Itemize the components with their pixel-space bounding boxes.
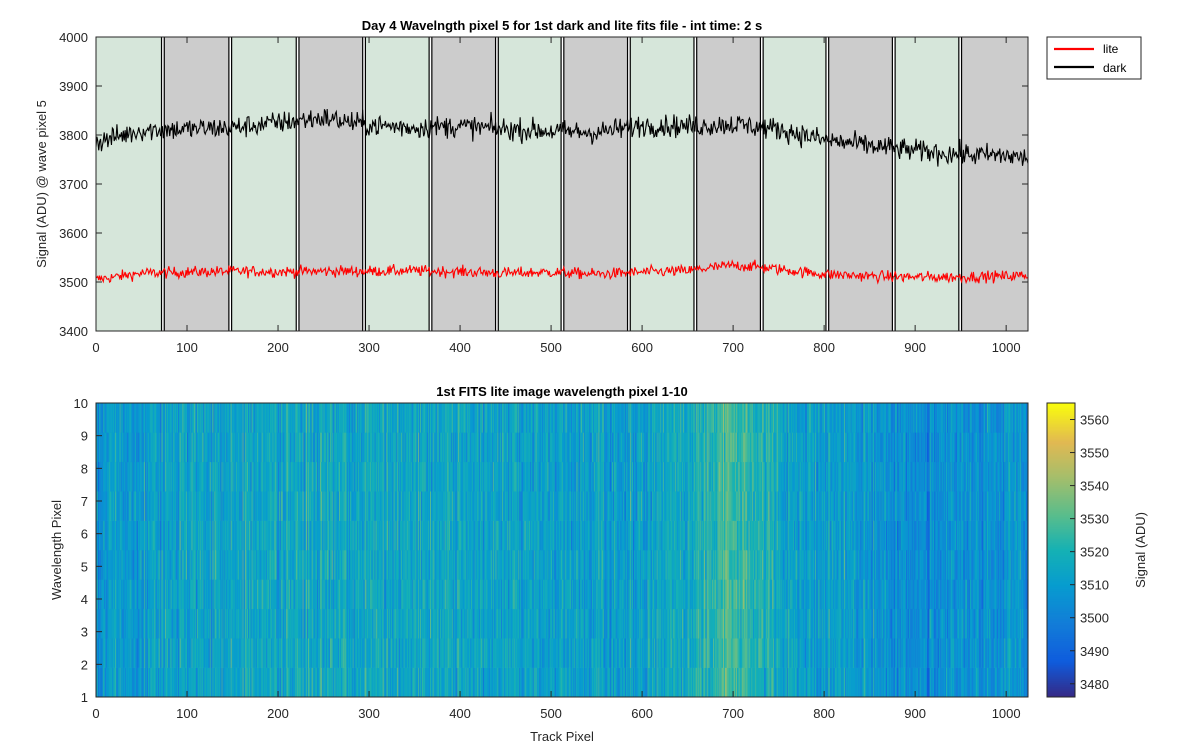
line-y-axis-label: Signal (ADU) @ wave pixel 5 bbox=[34, 100, 49, 268]
y-tick-label: 3900 bbox=[59, 79, 88, 94]
heatmap-cells bbox=[96, 403, 1028, 697]
band-dark-1 bbox=[164, 37, 229, 331]
y-tick-label: 3500 bbox=[59, 275, 88, 290]
band-lite-2 bbox=[232, 37, 297, 331]
band-lite-4 bbox=[365, 37, 429, 331]
band-lite-0 bbox=[96, 37, 162, 331]
x-tick-label: 100 bbox=[176, 340, 198, 355]
legend-label-lite: lite bbox=[1103, 42, 1119, 56]
heatmap-chart: 0 100 200 300 400 500 600 700 800 900 1000 1234567… bbox=[49, 384, 1028, 744]
y-tick-label: 3700 bbox=[59, 177, 88, 192]
y-tick-label: 3400 bbox=[59, 324, 88, 339]
band-lite-8 bbox=[630, 37, 694, 331]
x-tick-label: 800 bbox=[813, 340, 835, 355]
x-tick-label: 700 bbox=[722, 340, 744, 355]
y-tick-label: 3800 bbox=[59, 128, 88, 143]
x-tick-label: 900 bbox=[904, 340, 926, 355]
y-tick-label: 4000 bbox=[59, 30, 88, 45]
x-tick-label: 300 bbox=[358, 340, 380, 355]
line-chart-title: Day 4 Wavelngth pixel 5 for 1st dark and… bbox=[362, 18, 762, 33]
x-tick-label: 1000 bbox=[992, 340, 1021, 355]
band-dark-13 bbox=[962, 37, 1028, 331]
band-lite-6 bbox=[498, 37, 561, 331]
band-lite-12 bbox=[895, 37, 959, 331]
x-tick-label: 400 bbox=[449, 340, 471, 355]
x-tick-label: 200 bbox=[267, 340, 289, 355]
band-dark-5 bbox=[432, 37, 496, 331]
x-tick-label: 600 bbox=[631, 340, 653, 355]
band-dark-7 bbox=[564, 37, 628, 331]
x-tick-label: 0 bbox=[92, 340, 99, 355]
legend-label-dark: dark bbox=[1103, 61, 1127, 75]
y-tick-label: 3600 bbox=[59, 226, 88, 241]
legend-box bbox=[1047, 37, 1141, 79]
band-dark-11 bbox=[829, 37, 893, 331]
band-dark-9 bbox=[697, 37, 761, 331]
line-chart: 0 100 200 300 400 500 600 700 800 900 1000 3400 350… bbox=[34, 18, 1028, 355]
band-dark-3 bbox=[299, 37, 363, 331]
band-lite-10 bbox=[763, 37, 826, 331]
legend: lite dark bbox=[1047, 37, 1141, 79]
x-tick-label: 500 bbox=[540, 340, 562, 355]
